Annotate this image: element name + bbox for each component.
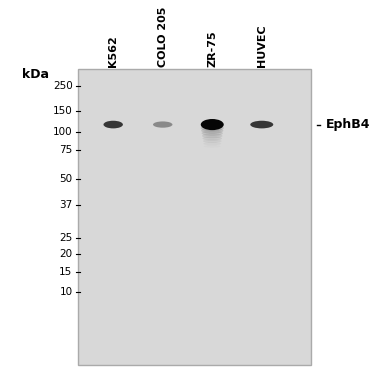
Text: COLO 205: COLO 205: [158, 7, 168, 67]
Ellipse shape: [201, 125, 224, 131]
Text: 15: 15: [59, 267, 72, 278]
Ellipse shape: [104, 121, 123, 128]
Ellipse shape: [203, 142, 221, 145]
Bar: [78, 69, 311, 364]
Text: 25: 25: [59, 232, 72, 243]
Ellipse shape: [203, 139, 222, 143]
Text: 100: 100: [53, 126, 72, 136]
Text: 10: 10: [59, 287, 72, 297]
Ellipse shape: [250, 121, 273, 128]
Ellipse shape: [202, 130, 223, 136]
Text: 150: 150: [53, 106, 72, 116]
Text: EphB4: EphB4: [326, 118, 370, 131]
Text: 37: 37: [59, 200, 72, 210]
Text: K562: K562: [108, 35, 118, 67]
Text: kDa: kDa: [22, 68, 49, 81]
Text: 75: 75: [59, 145, 72, 155]
Text: 250: 250: [53, 81, 72, 91]
Ellipse shape: [202, 136, 222, 141]
Ellipse shape: [201, 119, 224, 130]
Text: 20: 20: [59, 249, 72, 259]
Ellipse shape: [153, 122, 173, 128]
Ellipse shape: [201, 128, 223, 134]
Text: 50: 50: [59, 174, 72, 184]
Text: ZR-75: ZR-75: [207, 30, 217, 67]
Ellipse shape: [202, 134, 222, 138]
Text: HUVEC: HUVEC: [257, 24, 267, 67]
